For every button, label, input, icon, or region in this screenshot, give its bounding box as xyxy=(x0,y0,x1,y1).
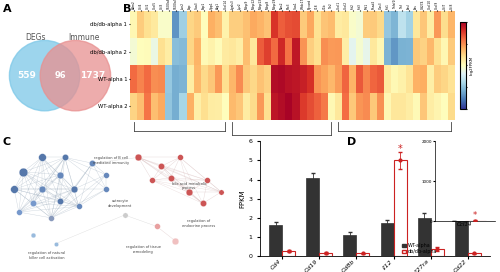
Text: regulation of
endocrine process: regulation of endocrine process xyxy=(182,219,215,228)
Point xyxy=(74,204,82,209)
Text: bile acid metabolic
process: bile acid metabolic process xyxy=(172,182,206,190)
Point xyxy=(120,213,128,217)
Point xyxy=(61,155,69,160)
Legend: WT-alpha, db/db-alpha: WT-alpha, db/db-alpha xyxy=(402,243,437,254)
Bar xyxy=(455,195,468,256)
Bar xyxy=(306,178,320,256)
Point xyxy=(56,198,64,203)
Point xyxy=(15,210,23,214)
Text: astrocyte
development: astrocyte development xyxy=(108,199,132,208)
Text: 96: 96 xyxy=(54,71,66,80)
Bar xyxy=(430,249,444,256)
Bar xyxy=(394,160,406,256)
Point xyxy=(88,161,96,165)
Point xyxy=(70,187,78,191)
Text: A: A xyxy=(2,4,11,14)
Point xyxy=(153,224,161,229)
Bar xyxy=(468,254,480,256)
Bar xyxy=(356,254,370,256)
Point xyxy=(166,175,174,180)
Point xyxy=(217,190,225,194)
Point xyxy=(56,172,64,177)
Point xyxy=(204,178,212,183)
Point xyxy=(38,155,46,160)
Point xyxy=(148,178,156,183)
Text: C: C xyxy=(2,137,10,147)
Text: D: D xyxy=(348,137,357,147)
Point xyxy=(28,233,36,237)
Point xyxy=(102,187,110,191)
Text: regulation of B cell
mediated immunity: regulation of B cell mediated immunity xyxy=(92,156,129,165)
Point xyxy=(52,242,60,246)
Point xyxy=(199,201,207,206)
Text: 559: 559 xyxy=(18,71,36,80)
Point xyxy=(176,155,184,160)
Bar xyxy=(270,225,282,256)
Point xyxy=(38,187,46,191)
Text: B: B xyxy=(122,4,131,14)
Circle shape xyxy=(10,41,80,111)
Point xyxy=(359,251,367,256)
Point xyxy=(171,239,179,243)
Point xyxy=(433,247,441,251)
Point xyxy=(285,249,293,253)
Point xyxy=(47,216,55,220)
Bar xyxy=(418,218,430,256)
Text: *: * xyxy=(398,144,402,154)
Text: regulation of natural
killer cell activation: regulation of natural killer cell activa… xyxy=(28,251,65,259)
Text: Immune: Immune xyxy=(68,33,100,42)
Bar xyxy=(320,253,332,256)
Point xyxy=(158,164,166,168)
Point xyxy=(20,170,28,174)
Point xyxy=(102,172,110,177)
Y-axis label: log2FPKM: log2FPKM xyxy=(470,56,474,75)
Y-axis label: FPKM: FPKM xyxy=(240,189,246,208)
Text: 1737: 1737 xyxy=(80,71,106,80)
Text: DEGs: DEGs xyxy=(26,33,46,42)
Point xyxy=(185,190,193,194)
Bar xyxy=(380,223,394,256)
Point xyxy=(470,251,478,256)
Point xyxy=(322,251,330,255)
Bar xyxy=(344,235,356,256)
Point xyxy=(28,201,36,206)
Text: regulation of tissue
remodeling: regulation of tissue remodeling xyxy=(126,245,160,254)
Point xyxy=(134,155,142,160)
Point xyxy=(10,187,18,191)
Point xyxy=(396,158,404,163)
Bar xyxy=(282,251,295,256)
Circle shape xyxy=(40,41,110,111)
